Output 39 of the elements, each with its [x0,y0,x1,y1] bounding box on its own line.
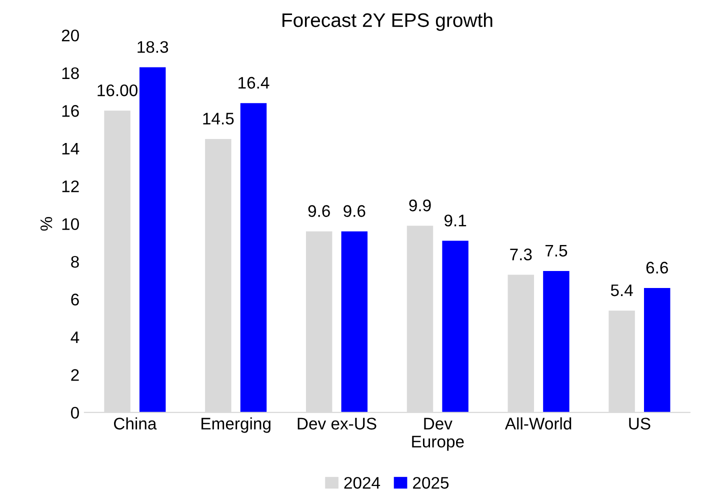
x-tick-label: Emerging [202,417,270,433]
data-label: 6.6 [646,262,668,274]
data-label: 9.6 [308,205,330,217]
bar [543,270,570,412]
data-label: 14.5 [203,112,234,125]
y-tick-label: 14 [62,142,80,154]
x-tick-label: All-World [504,417,572,430]
legend-label: 2024 [344,476,380,489]
x-tick-label: China [114,417,157,430]
bar [139,67,166,412]
y-tick-label: 20 [62,30,79,42]
y-axis-title: % [40,217,52,231]
data-label: 7.3 [510,248,532,260]
y-tick-label: 12 [62,180,79,192]
y-tick-label: 2 [71,369,79,381]
y-tick-label: 16 [62,105,79,117]
bar [341,231,368,412]
y-tick-label: 8 [71,256,79,268]
y-tick-label: 4 [70,332,80,344]
x-tick-label: US [629,418,650,430]
data-label: 7.5 [545,244,568,257]
data-label: 5.4 [610,284,633,296]
y-tick-label: 10 [62,218,79,230]
data-label: 16.00 [98,84,138,96]
bar [644,288,670,412]
data-label: 9.9 [409,200,431,212]
data-label: 9.6 [344,205,366,217]
x-tick-label: Dev ex-US [298,418,376,430]
x-tick-label: Dev Europe [412,418,464,451]
data-label: 9.1 [444,214,466,226]
y-tick-label: 18 [62,67,79,80]
y-tick-label: 6 [71,294,79,306]
legend-label: 2025 [413,476,449,489]
chart-title: Forecast 2Y EPS growth [282,12,492,31]
data-label: 16.4 [238,76,270,89]
data-label: 18.3 [138,41,168,53]
bar [240,103,267,412]
bar [442,240,468,412]
y-tick-label: 0 [71,406,79,419]
